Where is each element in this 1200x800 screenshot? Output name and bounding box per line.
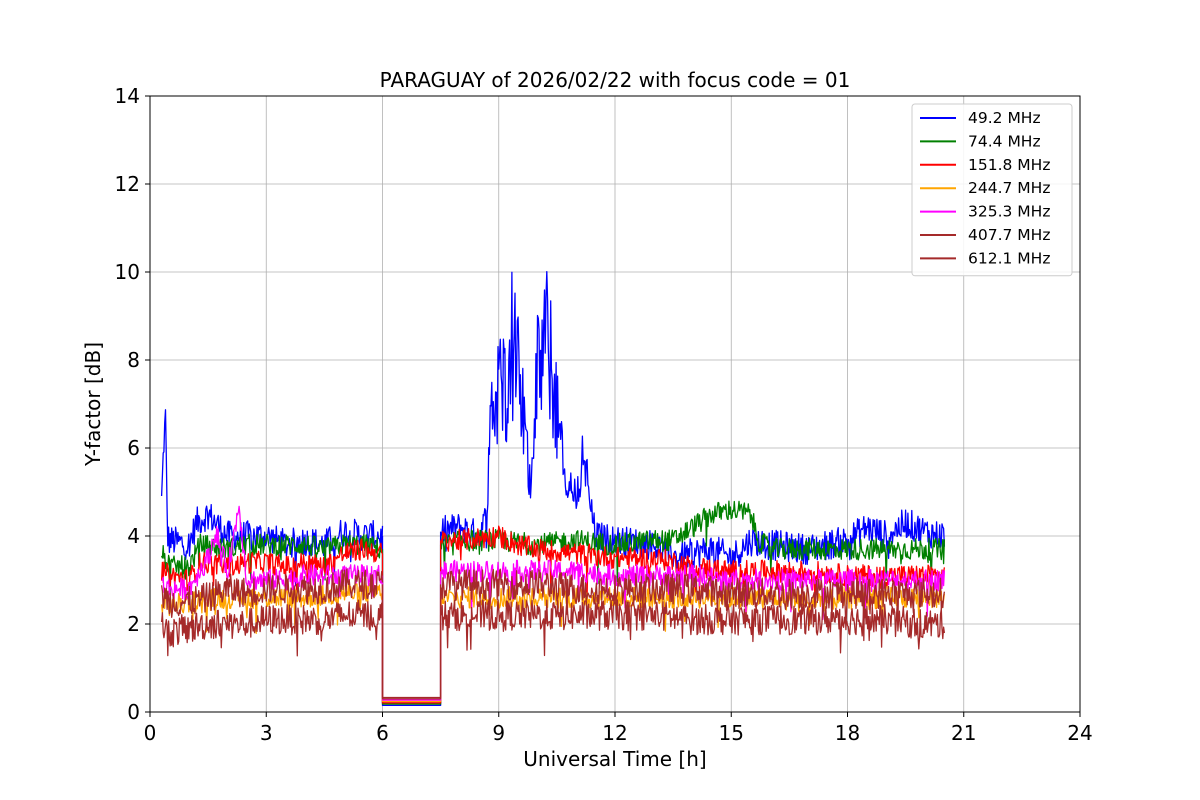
y-tick-label: 12 [115, 172, 140, 196]
x-tick-label: 0 [144, 721, 157, 745]
legend-label: 612.1 MHz [968, 249, 1050, 267]
x-tick-label: 18 [835, 721, 860, 745]
legend: 49.2 MHz 74.4 MHz 151.8 MHz 244.7 MHz 32… [911, 103, 1073, 277]
y-tick-label: 6 [127, 436, 140, 460]
x-tick-label: 3 [260, 721, 273, 745]
legend-label: 74.4 MHz [968, 132, 1041, 150]
legend-label: 49.2 MHz [968, 109, 1041, 127]
legend-label: 151.8 MHz [968, 156, 1050, 174]
y-tick-label: 14 [115, 84, 140, 108]
series-layer [160, 270, 946, 707]
x-axis-label: Universal Time [h] [523, 747, 706, 771]
chart-title: PARAGUAY of 2026/02/22 with focus code =… [380, 68, 851, 92]
legend-frame [911, 103, 1073, 277]
x-tick-label: 21 [951, 721, 976, 745]
x-tick-label: 9 [492, 721, 505, 745]
x-tick-label: 6 [376, 721, 389, 745]
y-tick-label: 8 [127, 348, 140, 372]
y-tick-label: 10 [115, 260, 140, 284]
y-tick-label: 2 [127, 612, 140, 636]
legend-label: 407.7 MHz [968, 226, 1050, 244]
legend-label: 244.7 MHz [968, 179, 1050, 197]
y-tick-label: 4 [127, 524, 140, 548]
x-tick-label: 24 [1067, 721, 1092, 745]
y-axis-label: Y-factor [dB] [81, 342, 105, 467]
legend-label: 325.3 MHz [968, 203, 1050, 221]
series-line [160, 599, 946, 699]
x-tick-label: 15 [719, 721, 744, 745]
y-tick-label: 0 [127, 700, 140, 724]
x-tick-label: 12 [602, 721, 627, 745]
